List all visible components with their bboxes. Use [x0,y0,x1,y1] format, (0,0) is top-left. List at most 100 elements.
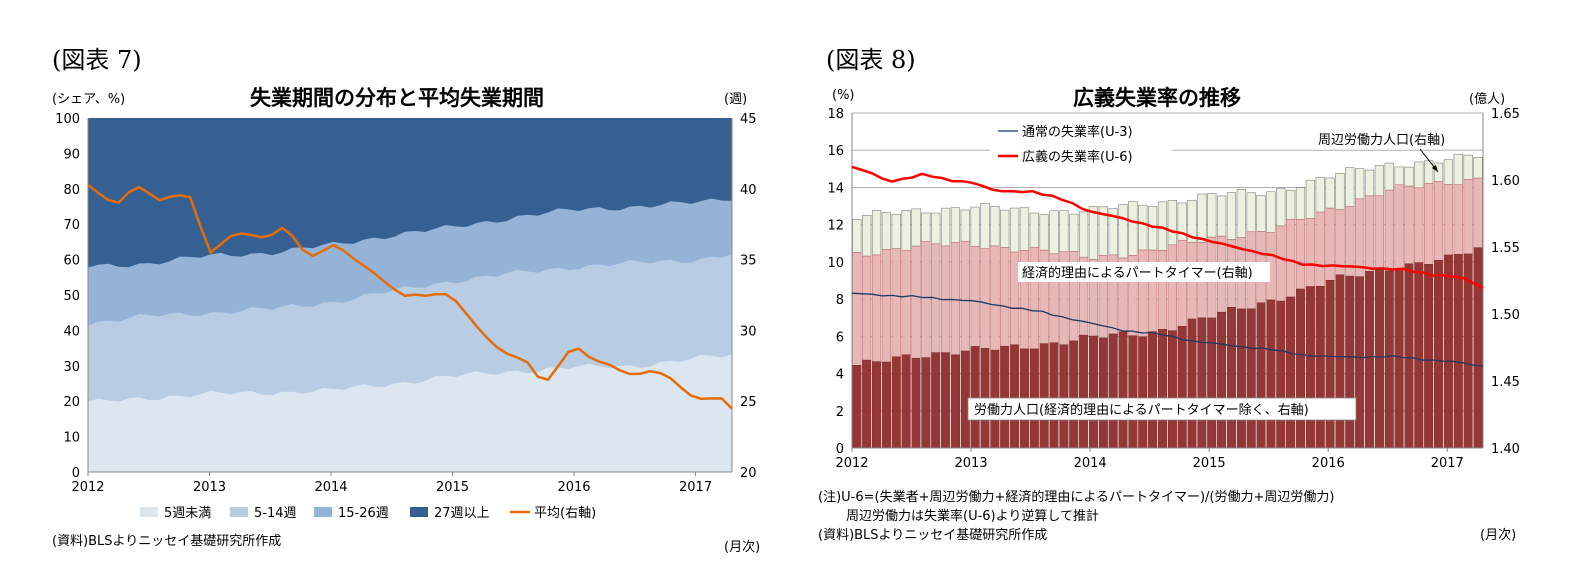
bar-labor [1217,311,1227,449]
bar-parttime [1473,177,1483,249]
legend-label: 平均(右軸) [534,506,596,521]
bar-parttime [1355,198,1365,277]
bar-parttime [881,249,892,363]
bar-marginal [1335,172,1345,210]
bar-labor [1010,344,1020,449]
x-tick-label: 2017 [679,480,712,495]
bar-labor [1384,270,1394,449]
bar-labor [1286,296,1296,449]
bar-marginal [1305,179,1315,219]
y-tick-label: 40 [63,324,80,339]
bar-parttime [1009,251,1020,346]
bar-parttime [891,248,901,358]
bar-marginal [990,206,1000,247]
x-tick-label: 2012 [835,456,868,471]
legend-swatch-4 [410,507,428,517]
bar-marginal [1059,210,1069,253]
x-axis-unit: (月次) [724,540,761,555]
bar-parttime [1286,218,1296,298]
bar-labor [1157,329,1168,449]
bar-parttime [960,240,970,352]
bar-parttime [921,241,931,358]
bar-marginal [881,212,892,250]
bar-labor [1226,307,1237,449]
bar-marginal [1118,204,1128,259]
legend-swatch-1 [140,507,158,517]
bar-labor [1098,337,1108,449]
bar-labor [931,352,941,449]
bar-parttime [1177,239,1187,327]
chart-title-8: 広義失業率の推移 [1073,86,1241,110]
bar-labor [1345,275,1355,449]
x-tick-label: 2013 [955,456,988,471]
y-tick-label: 2 [836,405,844,420]
bar-labor [1079,334,1089,449]
y-tick-label: 60 [63,254,80,269]
y2-tick-label: 1.60 [1491,174,1520,189]
bar-parttime [1443,184,1454,256]
y-tick-label: 8 [836,293,844,308]
bar-marginal [1029,212,1039,248]
bar-labor [1088,335,1098,449]
bar-marginal [862,214,872,257]
y2-tick-label: 25 [740,395,757,410]
bar-marginal [1128,201,1138,256]
bar-parttime [1424,183,1434,265]
bar-labor [1404,263,1414,449]
x-tick-label: 2017 [1431,456,1464,471]
legend-box [990,117,1172,169]
bar-parttime [1384,189,1394,272]
bar-labor [1453,254,1463,449]
figure-label-7: (図表 7) [52,46,142,74]
y-tick-label: 80 [63,183,80,198]
bar-marginal [1286,190,1296,220]
bar-marginal [1246,192,1256,233]
bar-parttime [1394,184,1404,271]
y2-tick-label: 30 [740,324,757,339]
bar-marginal [1404,166,1414,187]
bar-parttime [1404,185,1414,265]
y-tick-label: 70 [63,218,80,233]
bar-parttime [1295,219,1306,290]
labor-label: 労働力人口(経済的理由によるパートタイマー除く、右軸) [974,402,1309,418]
x-tick-label: 2015 [1193,456,1226,471]
bar-labor [1364,271,1375,449]
bar-labor [891,356,901,449]
bar-marginal [1414,161,1424,189]
right-axis-unit: (週) [724,92,748,107]
y-tick-label: 50 [63,289,80,304]
marginal-label-bg [1314,129,1470,149]
u6-line [851,165,1484,290]
legend-label: 5-14週 [254,506,297,521]
bar-parttime [1305,218,1315,287]
bar-labor [970,346,980,449]
bar-parttime [990,245,1000,351]
marginal-arrowhead [1432,165,1438,172]
legend-swatch-2 [230,507,248,517]
bar-labor [1148,331,1158,449]
bar-labor [1059,344,1069,449]
bar-parttime [1463,179,1473,255]
bar-marginal [852,219,862,253]
bar-labor [1138,336,1148,449]
x-tick-label: 2014 [1074,456,1107,471]
bar-parttime [1000,247,1010,347]
bar-marginal [1453,153,1463,186]
left-axis-unit: (シェア、%) [52,92,126,107]
legend-u6-label: 広義の失業率(U-6) [1022,149,1133,165]
bar-parttime [1374,195,1385,269]
bar-labor [1207,317,1217,449]
bar-parttime [1453,184,1463,255]
bar-marginal [1147,206,1158,251]
bar-labor [1167,330,1177,449]
bar-marginal [1463,154,1473,180]
bar-marginal [940,207,951,247]
y-tick-label: 12 [827,219,844,234]
y2-tick-label: 1.55 [1491,241,1520,256]
bar-marginal [871,210,882,256]
bar-labor [1069,340,1079,449]
bar-labor [1108,333,1118,449]
bar-marginal [970,206,980,247]
bar-marginal [1167,199,1177,246]
bar-marginal [901,209,911,251]
